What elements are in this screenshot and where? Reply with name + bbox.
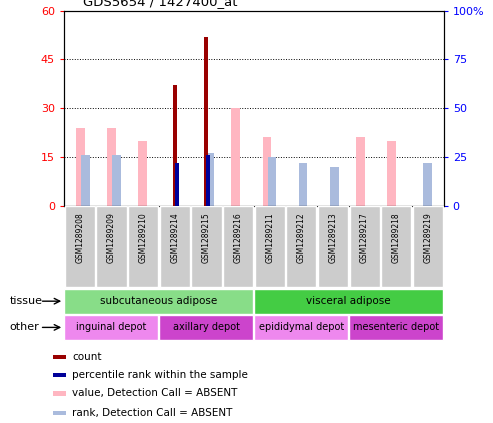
Bar <box>53 411 66 415</box>
Text: epididymal depot: epididymal depot <box>259 322 344 332</box>
Bar <box>232 108 240 206</box>
Bar <box>65 206 95 287</box>
Text: GDS5654 / 1427400_at: GDS5654 / 1427400_at <box>83 0 238 8</box>
Text: subcutaneous adipose: subcutaneous adipose <box>101 296 217 306</box>
Text: mesenteric depot: mesenteric depot <box>353 322 439 332</box>
Bar <box>97 206 127 287</box>
Bar <box>356 137 365 206</box>
Text: value, Detection Call = ABSENT: value, Detection Call = ABSENT <box>72 388 238 398</box>
Bar <box>268 157 276 206</box>
Bar <box>330 167 339 206</box>
Text: visceral adipose: visceral adipose <box>307 296 391 306</box>
Bar <box>349 315 443 340</box>
Bar <box>206 153 214 206</box>
Text: GSM1289209: GSM1289209 <box>107 212 116 263</box>
Bar <box>263 137 271 206</box>
Bar <box>160 206 190 287</box>
Bar <box>318 206 348 287</box>
Bar <box>53 391 66 396</box>
Bar <box>159 315 253 340</box>
Bar <box>387 140 396 206</box>
Bar <box>207 155 211 206</box>
Text: GSM1289213: GSM1289213 <box>328 212 338 263</box>
Text: GSM1289218: GSM1289218 <box>392 212 401 263</box>
Bar <box>254 315 348 340</box>
Bar <box>64 315 158 340</box>
Text: count: count <box>72 352 102 362</box>
Bar <box>76 128 85 206</box>
Bar <box>286 206 317 287</box>
Bar <box>299 163 308 206</box>
Text: GSM1289210: GSM1289210 <box>139 212 148 263</box>
Text: tissue: tissue <box>10 296 43 306</box>
Bar <box>350 206 380 287</box>
Text: GSM1289216: GSM1289216 <box>234 212 243 263</box>
Bar <box>138 140 147 206</box>
Text: GSM1289217: GSM1289217 <box>360 212 369 263</box>
Text: inguinal depot: inguinal depot <box>76 322 147 332</box>
Text: rank, Detection Call = ABSENT: rank, Detection Call = ABSENT <box>72 408 233 418</box>
Text: axillary depot: axillary depot <box>173 322 240 332</box>
Text: GSM1289215: GSM1289215 <box>202 212 211 263</box>
Bar <box>423 163 432 206</box>
Bar <box>381 206 411 287</box>
Text: GSM1289219: GSM1289219 <box>423 212 432 263</box>
Text: GSM1289214: GSM1289214 <box>170 212 179 263</box>
Text: GSM1289211: GSM1289211 <box>265 212 274 263</box>
Bar <box>112 155 121 206</box>
Text: GSM1289212: GSM1289212 <box>297 212 306 263</box>
Bar <box>223 206 253 287</box>
Bar <box>53 373 66 377</box>
Bar <box>53 355 66 359</box>
Bar <box>173 85 177 206</box>
Bar <box>254 289 443 313</box>
Bar <box>128 206 158 287</box>
Bar <box>81 155 90 206</box>
Bar <box>176 163 179 206</box>
Text: GSM1289208: GSM1289208 <box>75 212 84 263</box>
Bar <box>64 289 253 313</box>
Bar <box>204 36 208 206</box>
Bar <box>191 206 221 287</box>
Bar <box>413 206 443 287</box>
Text: percentile rank within the sample: percentile rank within the sample <box>72 370 248 380</box>
Bar <box>255 206 285 287</box>
Bar <box>107 128 116 206</box>
Text: other: other <box>10 322 39 332</box>
